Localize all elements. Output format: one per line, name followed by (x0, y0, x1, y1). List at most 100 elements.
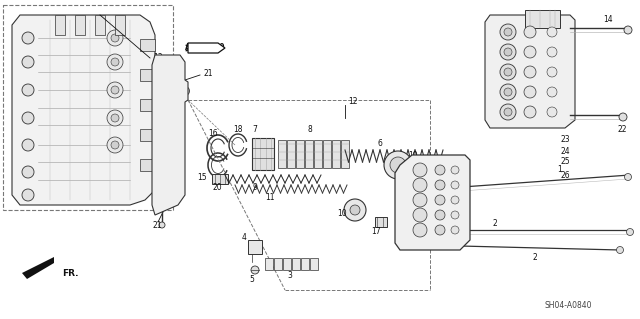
Text: 19: 19 (408, 151, 418, 160)
Circle shape (413, 223, 427, 237)
Text: FR.: FR. (62, 269, 79, 278)
Text: 10: 10 (337, 210, 347, 219)
Text: 18: 18 (233, 125, 243, 135)
Circle shape (547, 67, 557, 77)
Text: 23: 23 (560, 136, 570, 145)
Circle shape (500, 64, 516, 80)
Circle shape (504, 88, 512, 96)
Bar (274, 258, 282, 270)
Bar (301, 258, 309, 270)
Circle shape (22, 56, 34, 68)
Circle shape (504, 28, 512, 36)
Circle shape (107, 137, 123, 153)
Circle shape (504, 108, 512, 116)
Text: 17: 17 (371, 227, 381, 236)
Circle shape (166, 191, 173, 198)
Circle shape (524, 46, 536, 58)
Circle shape (524, 26, 536, 38)
Circle shape (451, 166, 459, 174)
Circle shape (22, 84, 34, 96)
Circle shape (504, 68, 512, 76)
Circle shape (22, 139, 34, 151)
Bar (278, 140, 286, 168)
Text: 9: 9 (253, 183, 257, 192)
Bar (252, 138, 274, 170)
Circle shape (413, 178, 427, 192)
Circle shape (500, 104, 516, 120)
Bar (305, 140, 313, 168)
Circle shape (22, 166, 34, 178)
Circle shape (107, 110, 123, 126)
Bar (323, 140, 331, 168)
Circle shape (166, 172, 173, 179)
Bar (283, 258, 291, 270)
Circle shape (451, 211, 459, 219)
Polygon shape (22, 257, 54, 279)
Bar (115, 15, 125, 35)
Circle shape (22, 32, 34, 44)
Text: 13: 13 (153, 53, 163, 62)
Circle shape (627, 228, 634, 235)
Circle shape (547, 107, 557, 117)
Bar (140, 99, 155, 111)
Circle shape (435, 195, 445, 205)
Bar (140, 159, 155, 171)
Circle shape (390, 157, 406, 173)
Circle shape (384, 151, 412, 179)
Text: 20: 20 (212, 183, 222, 192)
Circle shape (547, 27, 557, 37)
Circle shape (619, 113, 627, 121)
Text: 21: 21 (203, 69, 212, 78)
Text: 2: 2 (532, 254, 538, 263)
Polygon shape (188, 43, 225, 53)
Bar (55, 15, 65, 35)
Circle shape (413, 208, 427, 222)
Text: ATM-8-30: ATM-8-30 (185, 43, 225, 53)
Circle shape (451, 196, 459, 204)
Text: 21: 21 (152, 221, 162, 231)
Circle shape (524, 86, 536, 98)
Bar (332, 140, 340, 168)
Bar (296, 140, 304, 168)
Text: 4: 4 (242, 233, 247, 241)
Circle shape (111, 34, 119, 42)
Bar (375, 217, 387, 227)
Text: SH04-A0840: SH04-A0840 (544, 300, 592, 309)
Polygon shape (12, 15, 155, 205)
Circle shape (107, 54, 123, 70)
Circle shape (111, 141, 119, 149)
Circle shape (107, 30, 123, 46)
Circle shape (344, 199, 366, 221)
Text: 24: 24 (560, 147, 570, 157)
Polygon shape (485, 15, 575, 128)
Circle shape (166, 131, 173, 138)
Polygon shape (152, 55, 188, 215)
Circle shape (251, 266, 259, 274)
Circle shape (500, 44, 516, 60)
Circle shape (451, 181, 459, 189)
Text: 6: 6 (378, 138, 383, 147)
Text: 15: 15 (197, 174, 207, 182)
Circle shape (413, 163, 427, 177)
Circle shape (22, 112, 34, 124)
Bar (75, 15, 85, 35)
Text: 2: 2 (493, 219, 497, 228)
Circle shape (413, 193, 427, 207)
Text: 11: 11 (265, 194, 275, 203)
Circle shape (111, 86, 119, 94)
Text: 3: 3 (287, 271, 292, 280)
Circle shape (180, 86, 189, 95)
Bar (140, 39, 155, 51)
Bar (265, 258, 273, 270)
Bar (248, 240, 262, 254)
Circle shape (435, 165, 445, 175)
Text: 8: 8 (308, 125, 312, 135)
Bar (140, 129, 155, 141)
Bar (310, 258, 318, 270)
Circle shape (451, 226, 459, 234)
Circle shape (435, 210, 445, 220)
Circle shape (624, 26, 632, 34)
Bar (95, 15, 105, 35)
Circle shape (350, 205, 360, 215)
Bar (341, 140, 349, 168)
